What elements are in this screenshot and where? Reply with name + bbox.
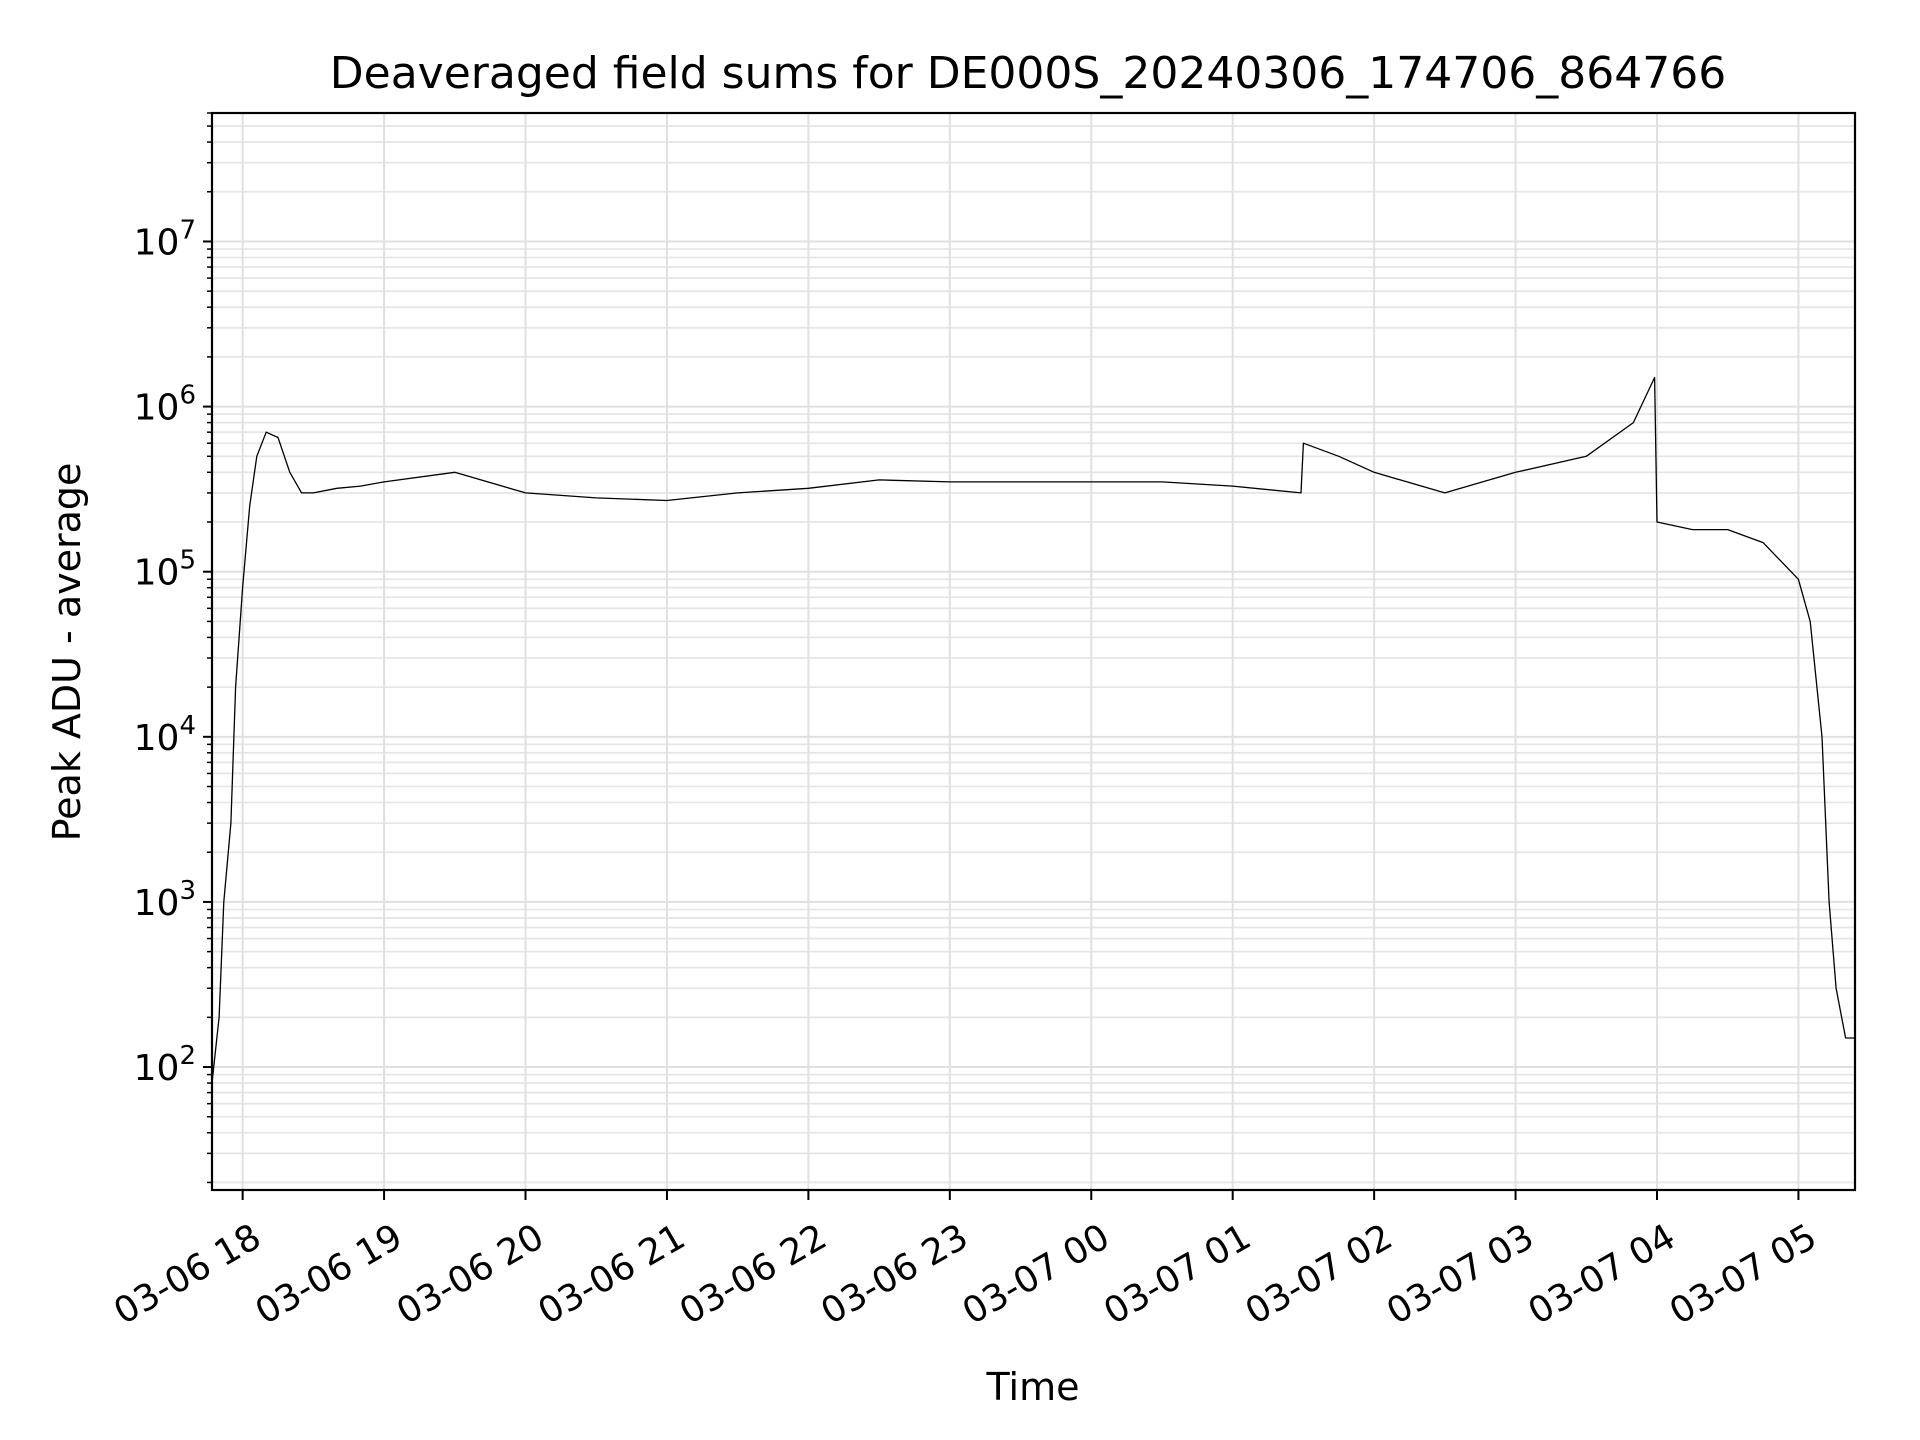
x-tick-label: 03-07 00 [956, 1216, 1117, 1332]
y-tick-label: 107 [134, 215, 196, 263]
x-tick-label: 03-06 20 [390, 1216, 551, 1332]
x-tick-label: 03-07 04 [1522, 1216, 1683, 1332]
y-tick-label: 105 [134, 546, 196, 594]
x-tick-label: 03-07 02 [1239, 1216, 1400, 1332]
x-tick-label: 03-07 03 [1380, 1216, 1541, 1332]
y-tick-label: 104 [134, 711, 196, 759]
y-tick-label: 103 [134, 876, 196, 924]
x-tick-label: 03-06 23 [814, 1216, 975, 1332]
x-tick-label: 03-06 18 [107, 1216, 268, 1332]
x-tick-label: 03-06 22 [673, 1216, 834, 1332]
x-tick-label: 03-06 19 [249, 1216, 410, 1332]
x-tick-label: 03-07 05 [1663, 1216, 1824, 1332]
x-axis-label: Time [986, 1365, 1080, 1409]
x-tick-label: 03-07 01 [1097, 1216, 1258, 1332]
plot-frame [210, 111, 1857, 1192]
series-line [211, 376, 1855, 1084]
chart-title: Deaveraged field sums for DE000S_2024030… [330, 48, 1726, 99]
y-axis-label: Peak ADU - average [45, 463, 89, 842]
grid-layer [212, 112, 1855, 1190]
y-tick-label: 106 [134, 381, 196, 429]
series-layer [211, 376, 1855, 1084]
y-tick-label: 102 [134, 1041, 196, 1089]
y-axis: 102 103 104 105 106 107 [134, 112, 212, 1184]
x-tick-label: 03-06 21 [532, 1216, 693, 1332]
